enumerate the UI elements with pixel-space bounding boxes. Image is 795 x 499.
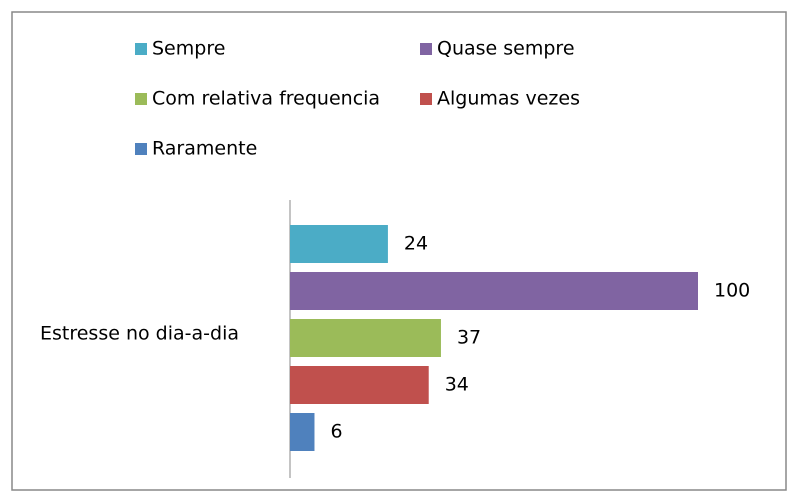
bar xyxy=(290,319,441,357)
data-label: 37 xyxy=(457,327,481,349)
legend-label: Raramente xyxy=(152,138,257,160)
data-label: 6 xyxy=(330,421,342,443)
legend-swatch xyxy=(135,93,147,105)
bar xyxy=(290,225,388,263)
legend-label: Algumas vezes xyxy=(437,88,580,110)
legend-swatch xyxy=(135,143,147,155)
data-label: 100 xyxy=(714,280,750,302)
legend-swatch xyxy=(420,93,432,105)
category-label: Estresse no dia-a-dia xyxy=(40,323,239,345)
legend-swatch xyxy=(420,43,432,55)
data-label: 24 xyxy=(404,233,428,255)
legend-label: Com relativa frequencia xyxy=(152,88,380,110)
bar xyxy=(290,272,698,310)
legend-label: Sempre xyxy=(152,38,225,60)
bar xyxy=(290,366,429,404)
data-label: 34 xyxy=(445,374,469,396)
legend-label: Quase sempre xyxy=(437,38,575,60)
legend-swatch xyxy=(135,43,147,55)
chart-frame xyxy=(11,11,787,491)
bar xyxy=(290,413,315,451)
